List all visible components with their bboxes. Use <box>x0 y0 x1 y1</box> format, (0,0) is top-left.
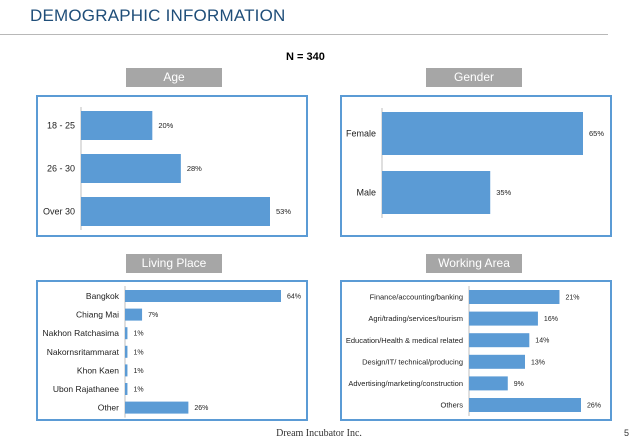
footer-company: Dream Incubator Inc. <box>276 428 362 439</box>
working-category-label-1: Agri/trading/services/tourism <box>368 314 463 323</box>
living-bar-2 <box>125 327 128 340</box>
working-value-label-5: 26% <box>587 402 601 409</box>
sample-size-label: N = 340 <box>286 51 325 63</box>
working-category-label-0: Finance/accounting/banking <box>370 293 463 302</box>
working-value-label-0: 21% <box>565 294 579 301</box>
working-bar-4 <box>469 376 508 391</box>
living-bar-6 <box>125 401 189 414</box>
working-value-label-1: 16% <box>544 316 558 323</box>
living-bar-3 <box>125 345 128 358</box>
age-bar-1 <box>81 154 181 183</box>
working-value-label-4: 9% <box>514 381 524 388</box>
gender-value-label-1: 35% <box>496 188 511 197</box>
living-category-label-5: Ubon Rajathanee <box>53 384 119 394</box>
living-category-label-3: Nakornsritammarat <box>47 347 120 357</box>
working-bar-5 <box>469 398 581 412</box>
working-bar-3 <box>469 354 525 369</box>
age-value-label-1: 28% <box>187 164 202 173</box>
living-category-label-6: Other <box>98 403 119 413</box>
age-category-label-1: 26 - 30 <box>47 164 75 174</box>
living-value-label-6: 26% <box>194 405 208 412</box>
living-value-label-4: 1% <box>133 368 143 375</box>
living-value-label-0: 64% <box>287 293 301 300</box>
age-value-label-0: 20% <box>158 121 173 130</box>
gender-bar-0 <box>382 112 583 155</box>
living-bar-4 <box>125 364 128 377</box>
gender-category-label-1: Male <box>356 188 376 198</box>
age-category-label-2: Over 30 <box>43 207 75 217</box>
age-category-label-0: 18 - 25 <box>47 121 75 131</box>
working-bar-1 <box>469 311 538 326</box>
title-divider <box>0 34 608 35</box>
working-category-label-4: Advertising/marketing/construction <box>348 379 463 388</box>
gender-category-label-0: Female <box>346 129 376 139</box>
gender-value-label-0: 65% <box>589 129 604 138</box>
gender-panel-header: Gender <box>426 68 522 87</box>
living-value-label-3: 1% <box>133 349 143 356</box>
living-place-panel-header: Living Place <box>126 254 222 273</box>
gender-bar-1 <box>382 171 491 214</box>
working-value-label-3: 13% <box>531 359 545 366</box>
working-category-label-3: Design/IT/ technical/producing <box>362 357 463 366</box>
page-title: DEMOGRAPHIC INFORMATION <box>30 6 286 25</box>
living-value-label-1: 7% <box>148 312 158 319</box>
living-bar-5 <box>125 383 128 395</box>
working-category-label-5: Others <box>440 401 463 410</box>
living-bar-0 <box>125 290 281 302</box>
age-panel-header: Age <box>126 68 222 87</box>
working-value-label-2: 14% <box>535 338 549 345</box>
age-bar-0 <box>81 111 153 140</box>
living-category-label-1: Chiang Mai <box>76 310 119 320</box>
living-category-label-0: Bangkok <box>86 291 120 301</box>
working-area-panel-header: Working Area <box>426 254 522 273</box>
working-bar-2 <box>469 333 530 348</box>
working-category-label-2: Education/Health & medical related <box>346 336 463 345</box>
living-value-label-5: 1% <box>133 386 143 393</box>
living-category-label-2: Nakhon Ratchasima <box>42 328 119 338</box>
working-bar-0 <box>469 290 560 304</box>
living-category-label-4: Khon Kaen <box>77 365 119 375</box>
living-value-label-2: 1% <box>133 331 143 338</box>
page-number: 5 <box>624 428 630 438</box>
age-value-label-2: 53% <box>276 207 291 216</box>
age-bar-2 <box>81 197 270 226</box>
living-place-chart-panel <box>36 280 308 421</box>
living-bar-1 <box>125 308 143 321</box>
